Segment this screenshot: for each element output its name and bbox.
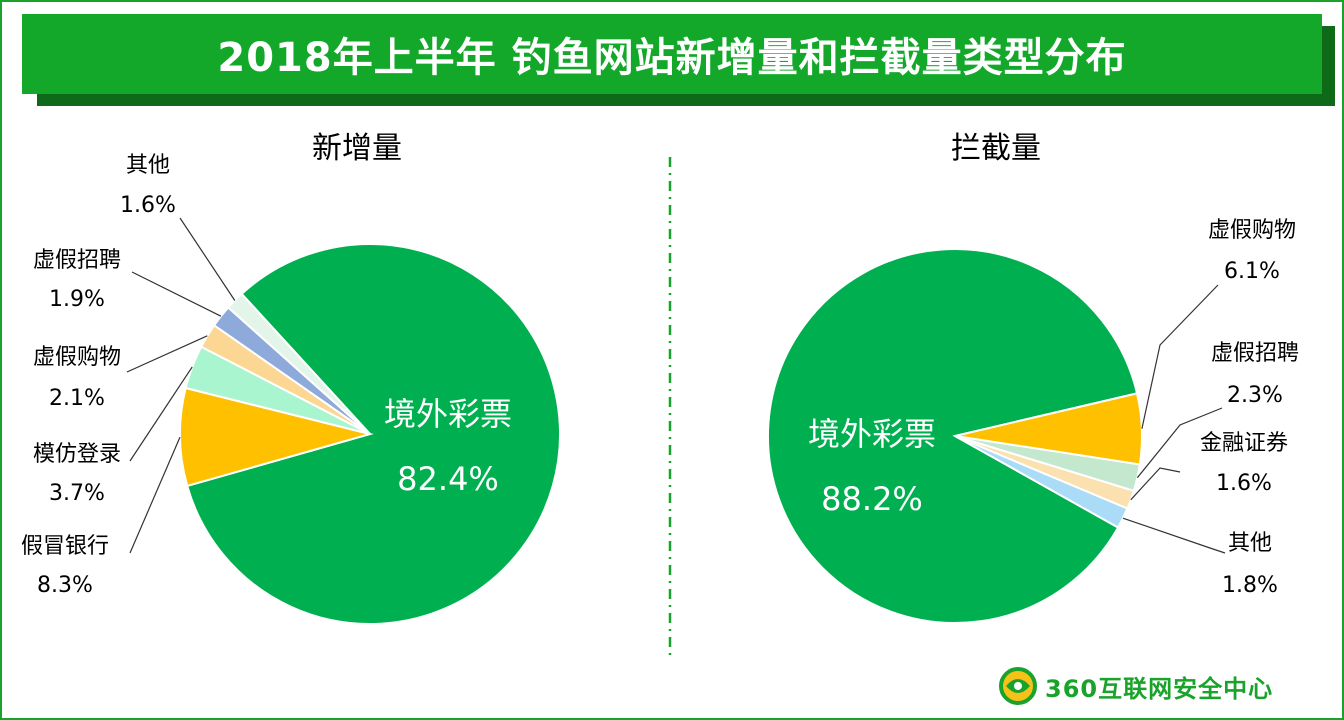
slice-value-1: 8.3% xyxy=(37,573,93,598)
leader-line-3 xyxy=(1130,467,1181,501)
leader-line-3 xyxy=(126,335,208,373)
slice-label-main: 境外彩票 xyxy=(384,395,512,433)
slice-value-2: 2.3% xyxy=(1227,383,1283,408)
slice-value-main: 82.4% xyxy=(397,460,499,498)
leader-line-1 xyxy=(1141,284,1219,429)
slice-label-3: 金融证券 xyxy=(1200,431,1288,456)
slice-label-1: 虚假购物 xyxy=(1208,218,1296,243)
slice-label-4: 虚假招聘 xyxy=(33,248,121,273)
chart-title: 新增量 xyxy=(312,131,402,166)
slice-value-main: 88.2% xyxy=(821,480,923,518)
slice-label-main: 境外彩票 xyxy=(808,415,936,453)
slice-value-4: 1.9% xyxy=(49,287,105,312)
leader-line-1 xyxy=(129,436,181,554)
page-title: 2018年上半年 钓鱼网站新增量和拦截量类型分布 xyxy=(22,14,1322,94)
pie-slice-4 xyxy=(954,435,1129,529)
slice-label-2: 模仿登录 xyxy=(33,442,121,467)
leader-line-4 xyxy=(131,271,222,317)
360-shield-icon xyxy=(999,667,1037,705)
slice-label-3: 虚假购物 xyxy=(33,345,121,370)
slice-value-4: 1.8% xyxy=(1222,573,1278,598)
leader-line-2 xyxy=(129,366,193,462)
slice-label-4: 其他 xyxy=(1228,531,1272,556)
page-title-text: 2018年上半年 钓鱼网站新增量和拦截量类型分布 xyxy=(217,35,1127,81)
pie-slice-0 xyxy=(767,248,1139,624)
logo: 360互联网安全中心 xyxy=(1045,666,1273,706)
slice-label-2: 虚假招聘 xyxy=(1211,341,1299,366)
leader-line-4 xyxy=(1122,517,1226,554)
slice-value-3: 2.1% xyxy=(49,386,105,411)
slice-label-1: 假冒银行 xyxy=(21,534,109,559)
leader-line-2 xyxy=(1136,407,1223,479)
slice-value-2: 3.7% xyxy=(49,481,105,506)
slice-label-5: 其他 xyxy=(126,153,170,178)
logo-text: 360互联网安全中心 xyxy=(1045,674,1274,703)
leader-line-5 xyxy=(179,217,236,301)
slice-value-1: 6.1% xyxy=(1224,259,1280,284)
pie-slice-5 xyxy=(226,292,371,435)
chart-title: 拦截量 xyxy=(951,131,1041,166)
slice-value-5: 1.6% xyxy=(120,193,176,218)
slice-value-3: 1.6% xyxy=(1216,471,1272,496)
pie-slice-1 xyxy=(179,386,374,488)
